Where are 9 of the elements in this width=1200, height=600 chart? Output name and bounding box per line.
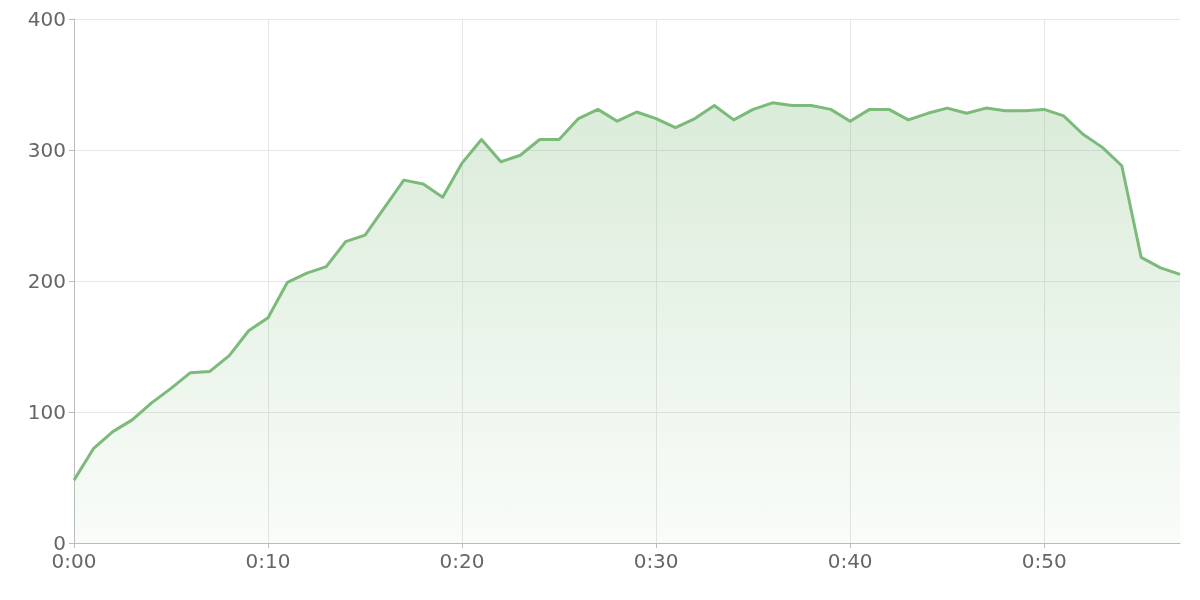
x-tick-label: 0:10: [245, 549, 291, 573]
y-tick-label: 100: [27, 400, 66, 424]
y-tick-label: 200: [27, 269, 66, 293]
x-tick-label: 0:20: [439, 549, 485, 573]
y-tick-label: 400: [27, 7, 66, 31]
x-tick-label: 0:30: [633, 549, 679, 573]
x-tick-label: 0:40: [827, 549, 873, 573]
x-tick-label: 0:50: [1021, 549, 1067, 573]
y-tick-label: 300: [27, 138, 66, 162]
